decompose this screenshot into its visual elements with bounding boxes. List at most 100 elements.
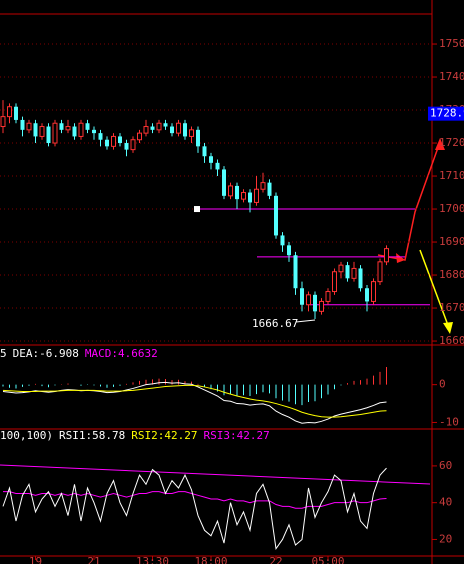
candle-body: [338, 264, 344, 273]
arrow-head: [396, 253, 405, 263]
series-line: [2, 384, 387, 418]
low-label: 1666.67: [252, 317, 298, 330]
macd-value: 4.6632: [118, 347, 158, 360]
candle-body: [156, 122, 162, 131]
candle-body: [319, 300, 324, 312]
y-tick-label: 1710: [439, 169, 464, 182]
y-tick-label: 1670: [439, 301, 464, 314]
candle-body: [287, 245, 291, 256]
low-pointer: [295, 319, 316, 323]
candle-body: [143, 126, 149, 134]
x-tick-label: 21: [87, 555, 100, 564]
candle-body: [65, 126, 71, 131]
trend-line: [0, 464, 431, 485]
candle-body: [85, 123, 90, 130]
candle-body: [332, 271, 337, 293]
dea-label: DEA:: [13, 347, 40, 360]
header-prefix: 5: [0, 347, 7, 360]
y-tick-label: 1690: [439, 235, 464, 248]
candle-body: [170, 126, 174, 134]
x-tick-label: 05:00: [311, 555, 344, 564]
candle-body: [280, 235, 285, 246]
candle-body: [202, 146, 207, 157]
y-tick-label: 1660: [439, 334, 464, 347]
candle-body: [39, 126, 45, 137]
candle-body: [98, 133, 103, 140]
candle-body: [33, 123, 38, 137]
arrow-head: [435, 138, 445, 150]
rsi-header: 100,100) RSI1:58.78 RSI2:42.27 RSI3:42.27: [0, 429, 270, 442]
up-arrow: [377, 141, 441, 261]
x-tick-label: 19: [29, 555, 42, 564]
candle-body: [150, 126, 155, 130]
candle-body: [196, 129, 200, 147]
candle-body: [274, 195, 278, 236]
candle-body: [59, 123, 64, 130]
candle-body: [183, 123, 187, 137]
candle-body: [46, 126, 51, 144]
rsi3-value: 42.27: [237, 429, 270, 442]
candle-body: [260, 182, 266, 190]
candle-body: [235, 185, 239, 200]
arrows: [377, 138, 453, 334]
y-tick-label: 1720: [439, 136, 464, 149]
candle-body: [111, 135, 116, 147]
last-price-box: [428, 106, 464, 121]
candle-body: [163, 123, 168, 127]
candle-body: [222, 169, 226, 196]
y-tick-label: 0: [439, 378, 446, 391]
series-line: [3, 491, 387, 509]
candle-body: [52, 122, 58, 144]
candle-body: [254, 188, 259, 203]
candle-body: [313, 294, 317, 312]
candle-body: [0, 116, 6, 128]
y-tick-label: -10: [439, 415, 459, 428]
candle-body: [20, 119, 25, 130]
candle-body: [306, 294, 311, 306]
candle-body: [351, 267, 357, 279]
candle-body: [384, 248, 389, 263]
candle-body: [377, 261, 383, 283]
candle-body: [78, 122, 84, 137]
candle-body: [124, 143, 129, 150]
macd-header: 5 DEA:-6.908 MACD:4.6632: [0, 347, 158, 360]
candle-body: [358, 268, 363, 289]
candle-body: [325, 291, 331, 302]
y-tick-label: 1750: [439, 37, 464, 50]
candle-body: [209, 156, 213, 163]
rsi1-value: 58.78: [92, 429, 125, 442]
candle-body: [72, 126, 77, 137]
candle-body: [215, 162, 220, 170]
candle-body: [248, 192, 252, 203]
candle-body: [118, 136, 122, 144]
y-tick-label: 20: [439, 532, 452, 545]
candle-body: [176, 122, 181, 134]
candle-body: [137, 132, 142, 141]
last-price-label: 1728.9: [430, 107, 464, 120]
down-arrow: [419, 249, 450, 329]
candle-body: [7, 106, 12, 118]
candle-body: [267, 182, 272, 196]
rsi2-label: RSI2:: [131, 429, 164, 442]
x-tick-label: 13:30: [136, 555, 169, 564]
rsi2-value: 42.27: [164, 429, 197, 442]
y-tick-label: 1700: [439, 202, 464, 215]
candle-body: [105, 139, 109, 147]
candle-body: [228, 185, 233, 197]
candle-body: [371, 281, 376, 302]
arrow-head: [443, 322, 453, 334]
x-tick-label: 18:00: [194, 555, 227, 564]
candle-body: [300, 288, 304, 305]
candle-body: [26, 122, 32, 131]
y-tick-label: 1740: [439, 70, 464, 83]
y-tick-label: 40: [439, 496, 452, 509]
candle-body: [14, 106, 18, 120]
macd-label: MACD:: [85, 347, 118, 360]
rsi1-label: RSI1:: [59, 429, 92, 442]
candle-body: [293, 255, 298, 289]
candle-body: [189, 129, 194, 137]
candle-body: [345, 265, 350, 279]
